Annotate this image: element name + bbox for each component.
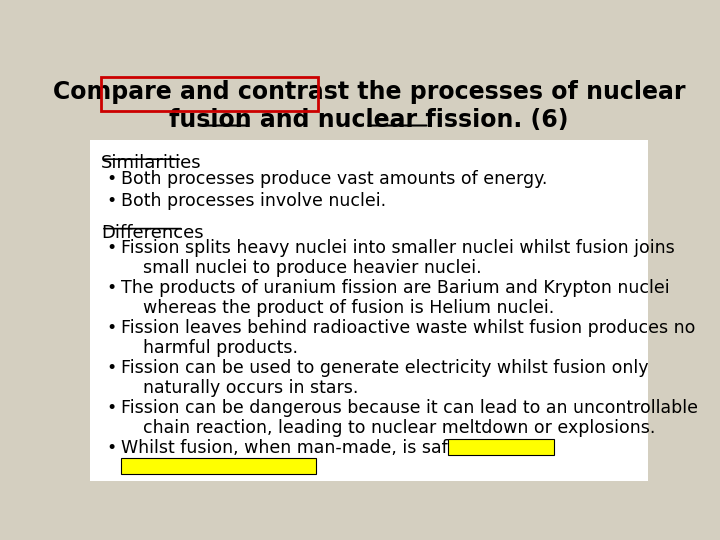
FancyBboxPatch shape	[90, 140, 648, 481]
Text: Similarities: Similarities	[101, 154, 202, 172]
Text: Fission can be dangerous because it can lead to an uncontrollable: Fission can be dangerous because it can …	[121, 400, 698, 417]
Text: Compare and contrast the processes of nuclear: Compare and contrast the processes of nu…	[53, 80, 685, 104]
Text: •: •	[107, 400, 117, 417]
Text: Fission splits heavy nuclei into smaller nuclei whilst fusion joins: Fission splits heavy nuclei into smaller…	[121, 239, 675, 258]
FancyBboxPatch shape	[90, 65, 648, 140]
Text: •: •	[107, 320, 117, 338]
Text: fusion and nuclear fission. (6): fusion and nuclear fission. (6)	[169, 107, 569, 132]
FancyBboxPatch shape	[121, 457, 316, 474]
Text: •: •	[107, 192, 117, 211]
Text: •: •	[107, 279, 117, 298]
FancyBboxPatch shape	[448, 438, 554, 455]
Text: whereas the product of fusion is Helium nuclei.: whereas the product of fusion is Helium …	[121, 299, 554, 317]
Text: The products of uranium fission are Barium and Krypton nuclei: The products of uranium fission are Bari…	[121, 279, 670, 298]
Text: chain reaction, leading to nuclear meltdown or explosions.: chain reaction, leading to nuclear meltd…	[121, 419, 655, 437]
Text: Both processes produce vast amounts of energy.: Both processes produce vast amounts of e…	[121, 170, 547, 187]
Text: naturally occurs in stars.: naturally occurs in stars.	[121, 379, 358, 397]
Text: Fission can be used to generate electricity whilst fusion only: Fission can be used to generate electric…	[121, 360, 648, 377]
Text: Fission leaves behind radioactive waste whilst fusion produces no: Fission leaves behind radioactive waste …	[121, 320, 695, 338]
Text: Whilst fusion, when man-made, is safe because: Whilst fusion, when man-made, is safe be…	[121, 440, 543, 457]
Text: •: •	[107, 360, 117, 377]
Text: •: •	[107, 239, 117, 258]
Text: •: •	[107, 440, 117, 457]
Text: Differences: Differences	[101, 224, 204, 241]
Text: small nuclei to produce heavier nuclei.: small nuclei to produce heavier nuclei.	[121, 259, 481, 277]
Text: •: •	[107, 170, 117, 187]
Text: Both processes involve nuclei.: Both processes involve nuclei.	[121, 192, 386, 211]
Text: harmful products.: harmful products.	[121, 339, 297, 357]
